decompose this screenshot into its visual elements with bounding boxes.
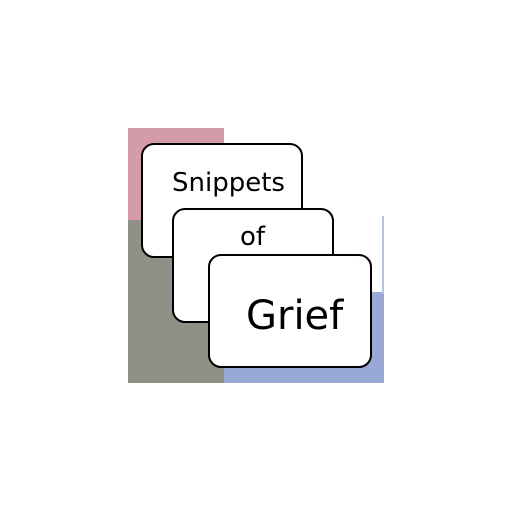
of-text: of	[240, 222, 266, 252]
snippets-text: Snippets	[172, 168, 285, 198]
grief-text: Grief	[246, 293, 344, 339]
blue-edge-line	[382, 216, 384, 294]
grief-card: Grief	[208, 254, 372, 368]
